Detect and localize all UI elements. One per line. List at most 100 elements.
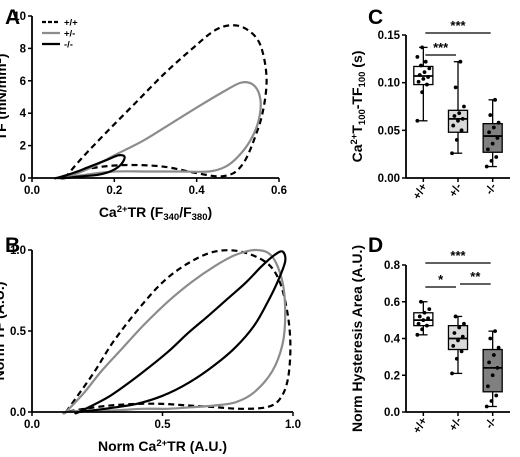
label-segment: Norm TF (A.U.) <box>0 282 7 381</box>
data-point <box>491 353 496 357</box>
y-tick-label: 8 <box>20 43 27 55</box>
label-segment: Ca <box>349 144 365 162</box>
data-point <box>488 336 493 341</box>
data-point <box>458 59 463 64</box>
label-segment: (s) <box>349 51 365 72</box>
data-point <box>417 73 422 77</box>
y-tick-label: 0.2 <box>384 370 400 382</box>
data-point <box>488 113 493 117</box>
series-line-wt <box>63 249 292 415</box>
data-point <box>452 114 457 118</box>
y-tick-label: 0.5 <box>10 326 27 338</box>
data-point <box>494 393 499 398</box>
data-point <box>415 55 420 59</box>
label-segment: 100 <box>357 72 368 88</box>
data-point <box>456 338 460 343</box>
y-axis-title: Norm TF (A.U.) <box>0 282 7 381</box>
y-tick-label: 10 <box>13 11 26 23</box>
data-point <box>454 356 459 361</box>
data-point <box>462 104 466 109</box>
data-point <box>454 137 459 142</box>
data-point <box>427 66 432 71</box>
data-point <box>451 123 456 128</box>
series-line-ko <box>74 250 287 415</box>
panel-label-d: D <box>368 234 383 257</box>
data-point <box>426 75 430 79</box>
significance-label: ** <box>470 269 481 284</box>
data-point <box>459 128 464 133</box>
data-point <box>453 85 458 90</box>
data-point <box>489 158 494 163</box>
label-segment: Ca <box>99 204 117 220</box>
x-tick-label: 0.5 <box>155 419 172 431</box>
label-segment: 2+ <box>156 438 167 449</box>
x-category-label: +/- <box>447 181 464 199</box>
panel-d-hysteresis-area-boxplot: +/+ +/- -/-0.00.20.40.60.8**** **Norm Hyste… <box>349 245 510 436</box>
x-axis-title: Norm Ca2+TR (A.U.) <box>98 438 227 454</box>
data-point <box>487 360 491 365</box>
significance-label: * <box>438 272 444 287</box>
label-segment: ) <box>208 204 213 220</box>
significance-label: *** <box>450 248 466 263</box>
box-body <box>482 348 503 393</box>
data-point <box>489 399 494 403</box>
y-axis-title: TF (mN/mm2) <box>0 54 9 141</box>
y-axis-title: Ca2+T100-TF100 (s) <box>349 51 368 163</box>
y-tick-label: 6 <box>20 76 26 88</box>
label-segment: T <box>349 125 365 134</box>
data-point <box>496 345 501 350</box>
series-line-ko <box>54 154 126 180</box>
x-axis-title: Ca2+TR (F340/F380) <box>99 204 212 223</box>
significance-label: *** <box>450 18 466 33</box>
x-category-label: +/+ <box>411 415 430 436</box>
y-tick-label: 0.00 <box>378 173 400 185</box>
data-point <box>486 147 490 152</box>
x-tick-label: 0.6 <box>271 185 287 197</box>
x-category-label: -/- <box>483 415 499 431</box>
x-category-label: -/- <box>483 181 499 197</box>
data-point <box>457 111 462 116</box>
data-point <box>486 384 490 389</box>
data-point <box>426 316 430 321</box>
data-point <box>494 155 499 159</box>
label-segment: TR (F <box>128 204 164 220</box>
data-point <box>425 82 429 87</box>
data-point <box>453 314 458 319</box>
data-point <box>487 130 491 135</box>
x-tick-label: 0.4 <box>189 185 206 197</box>
data-point <box>420 45 425 50</box>
panel-c-time-difference-boxplot: +/+ +/- -/-0.000.050.100.15******Ca2+T100-… <box>349 18 510 202</box>
data-point <box>457 325 462 330</box>
label-segment: TF (mN/mm <box>0 63 9 140</box>
y-tick-label: 0.05 <box>378 125 401 137</box>
y-tick-label: 1.0 <box>10 245 26 257</box>
significance-label: *** <box>433 40 449 55</box>
y-tick-label: 0.4 <box>384 334 401 346</box>
data-point <box>484 404 489 409</box>
data-point <box>495 136 500 140</box>
data-point <box>416 79 421 84</box>
label-segment: 380 <box>192 212 208 223</box>
x-tick-label: 1.0 <box>285 419 301 431</box>
data-point <box>451 343 456 348</box>
data-point <box>422 70 427 75</box>
panel-label-a: A <box>5 6 20 29</box>
label-segment: -TF <box>349 87 365 109</box>
y-tick-label: 0.0 <box>10 407 26 419</box>
label-segment: 2 <box>0 58 4 63</box>
panel-label-c: C <box>368 6 383 29</box>
data-point <box>419 63 423 68</box>
data-point <box>416 321 421 326</box>
data-point <box>427 307 432 311</box>
legend-label: -/- <box>64 40 73 51</box>
data-point <box>490 141 495 146</box>
y-tick-label: 2 <box>20 141 26 153</box>
data-point <box>421 318 426 323</box>
data-point <box>417 314 422 319</box>
label-segment: 340 <box>163 212 179 223</box>
label-segment: Norm Hysteresis Area (A.U.) <box>349 245 365 432</box>
legend-label: +/+ <box>64 18 78 29</box>
label-segment: Norm Ca <box>98 438 157 454</box>
